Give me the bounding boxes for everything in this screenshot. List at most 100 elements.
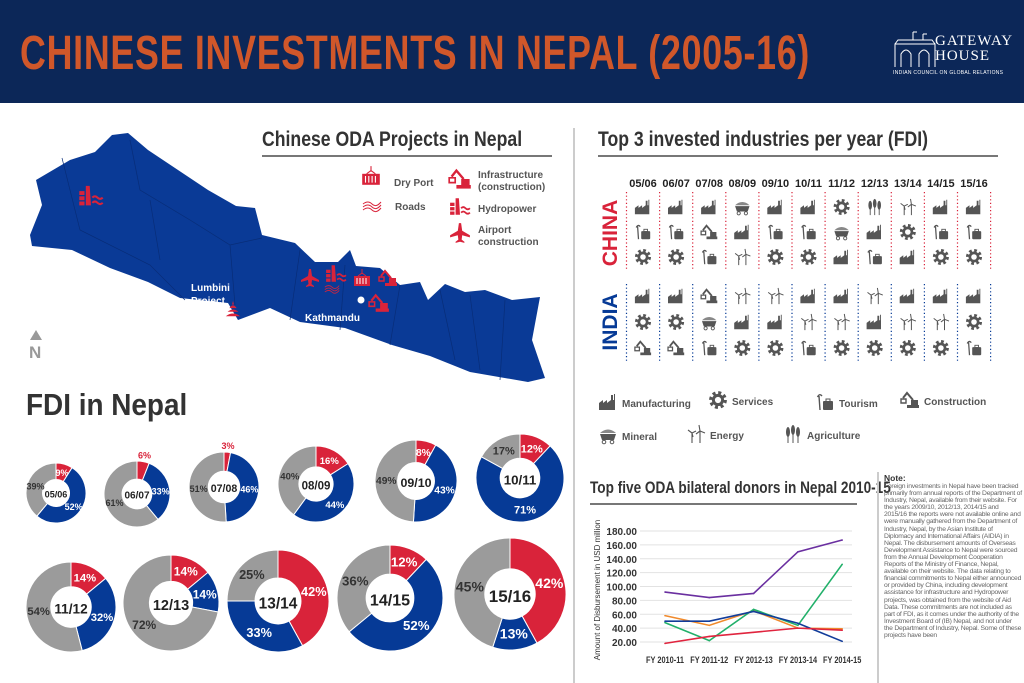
donut-14-15: 12% 52% 36%14/15 [336, 544, 444, 652]
legend-hydropower: Hydropower [478, 204, 537, 215]
manufacturing-icon [767, 199, 782, 215]
donut-label-china: 14% [174, 565, 198, 579]
x-tick-label: FY 2012-13 [734, 655, 773, 665]
logo-line1: GATEWAY [935, 33, 1014, 49]
legend-agriculture: Agriculture [807, 431, 861, 442]
note-text: Foreign investments in Nepal have been t… [884, 483, 1022, 639]
data-point [664, 591, 666, 593]
donut-slice-other [480, 433, 521, 470]
manufacturing-icon [965, 199, 981, 215]
energy-icon [900, 313, 917, 331]
donut-label-china: 14% [74, 572, 97, 584]
data-point [708, 624, 711, 627]
services-icon [833, 339, 850, 357]
manufacturing-icon [833, 249, 848, 265]
services-icon [634, 313, 652, 331]
legend-tourism: Tourism [839, 399, 878, 410]
tourism-icon [701, 249, 718, 265]
manufacturing-icon [668, 288, 683, 304]
legend-energy: Energy [710, 431, 744, 442]
construction-icon [700, 224, 719, 241]
agriculture-icon [786, 425, 800, 443]
note-panel: Note: Foreign investments in Nepal have … [884, 474, 1022, 639]
series-line-2 [664, 609, 843, 630]
x-tick-label: FY 2013-14 [779, 655, 818, 665]
services-icon [899, 223, 916, 241]
services-icon [965, 313, 983, 331]
donut-slice-other [336, 544, 391, 633]
manufacturing-icon [668, 199, 683, 215]
y-tick-label: 160.00 [606, 541, 637, 552]
legend-dry-port: Dry Port [394, 178, 434, 189]
donut-label-india: 71% [514, 505, 536, 517]
donut-label-other: 51% [190, 484, 208, 494]
donut-05-06: 9% 52% 39%05/06 [25, 462, 87, 524]
donut-slice-other [122, 554, 219, 652]
donut-year: 11/12 [54, 601, 88, 616]
y-tick-label: 60.00 [612, 610, 637, 621]
x-tick-label: FY 2014-15 [823, 655, 862, 665]
donut-label-china: 42% [535, 575, 564, 591]
manufacturing-icon [833, 288, 848, 304]
manufacturing-icon [734, 314, 749, 330]
logo-subtitle: INDIAN COUNCIL ON GLOBAL RELATIONS [893, 70, 1004, 76]
donut-label-other: 45% [456, 579, 485, 595]
tourism-icon [966, 224, 982, 240]
donut-label-india: 32% [91, 612, 114, 624]
kathmandu-dot [357, 296, 365, 304]
donut-year: 06/07 [124, 491, 149, 502]
agriculture-icon [868, 198, 881, 216]
donut-slice-china [509, 537, 567, 644]
energy-icon [867, 287, 884, 305]
services-icon [668, 248, 685, 266]
nepal-shape [30, 133, 545, 382]
manufacturing-icon [734, 224, 749, 240]
donut-slice-india [224, 452, 260, 523]
donut-year: 07/08 [211, 483, 238, 495]
top3-industry-grid: 05/06 06/07 07/08 08/09 09/10 10/11 11/12 12/13… [599, 178, 992, 445]
data-point [841, 628, 843, 630]
mineral-icon [734, 201, 750, 216]
donut-label-india: 52% [65, 502, 83, 512]
donut-slice-china [277, 549, 330, 647]
services-icon [833, 198, 850, 216]
mineral-icon [701, 316, 717, 331]
donut-label-india: 43% [434, 485, 455, 496]
manufacturing-icon [634, 199, 650, 215]
year-header: 10/11 [795, 178, 822, 190]
donut-year: 12/13 [153, 598, 189, 614]
construction-icon [634, 340, 652, 357]
manufacturing-icon [932, 288, 948, 304]
year-header: 05/06 [629, 178, 657, 190]
donut-year: 09/10 [400, 476, 431, 490]
note-divider [877, 472, 879, 683]
donut-slice-india [36, 466, 87, 524]
y-tick-label: 180.00 [606, 527, 637, 538]
series-line-1 [664, 539, 843, 599]
section-divider [573, 128, 575, 683]
manufacturing-icon [634, 288, 650, 304]
donut-label-other: 54% [27, 606, 50, 618]
north-arrow-icon [30, 330, 42, 340]
services-icon [932, 248, 949, 266]
legend-infrastructure: Infrastructure (construction) [478, 170, 546, 193]
year-header: 12/13 [861, 178, 889, 190]
services-icon [634, 248, 652, 266]
donut-label-india: 33% [246, 625, 272, 640]
legend-roads: Roads [395, 202, 426, 213]
donut-slice-other [374, 439, 417, 523]
year-header: 13/14 [894, 178, 922, 190]
y-tick-label: 40.00 [612, 624, 637, 635]
data-point [841, 539, 843, 541]
legend-construction: Construction [924, 397, 986, 408]
energy-icon [833, 313, 851, 331]
energy-icon [767, 287, 784, 305]
legend-services: Services [732, 397, 774, 408]
donut-slice-india [226, 600, 304, 653]
manufacturing-icon [767, 314, 782, 330]
manufacturing-icon [701, 199, 716, 215]
legend-manufacturing: Manufacturing [622, 399, 691, 410]
data-point [841, 640, 843, 643]
donut-label-china: 42% [301, 584, 327, 599]
donut-slice-other [226, 549, 279, 602]
